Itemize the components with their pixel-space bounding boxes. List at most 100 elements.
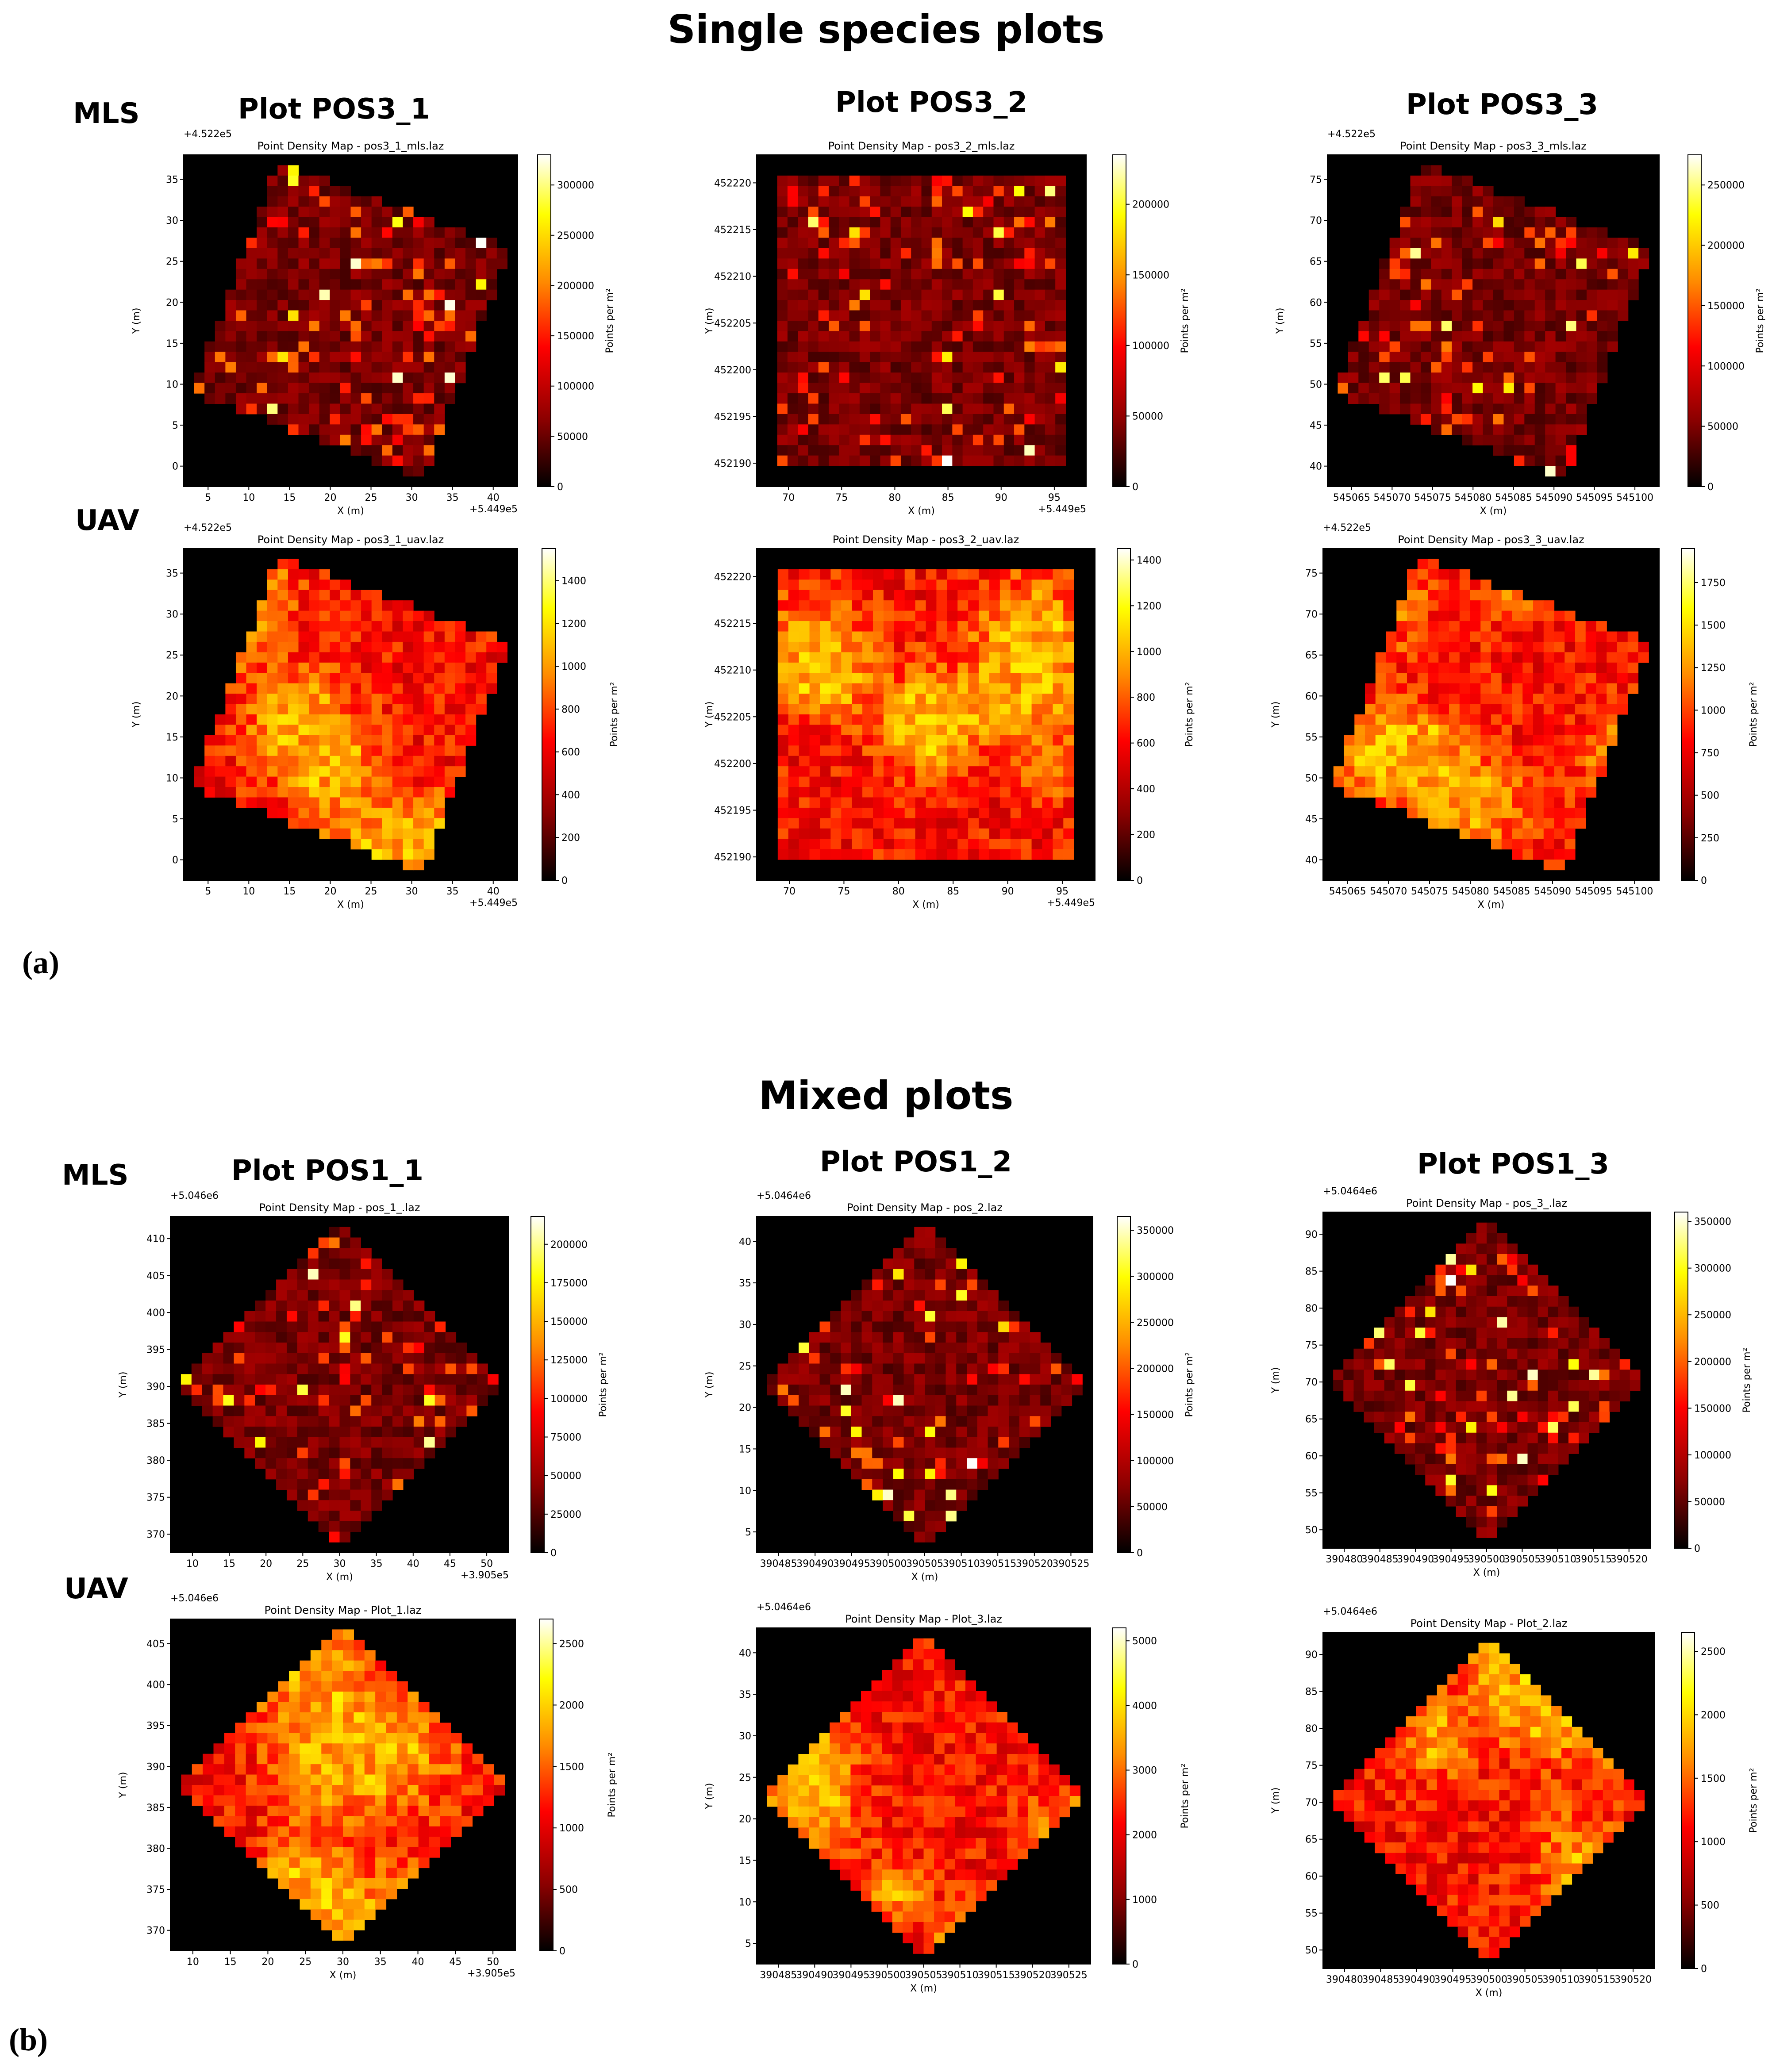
heatmap-cell bbox=[979, 610, 990, 622]
heatmap-cell bbox=[1053, 714, 1064, 725]
heatmap-cell bbox=[893, 1374, 904, 1385]
heatmap-cell bbox=[883, 673, 895, 684]
heatmap-cell bbox=[989, 590, 1000, 601]
heatmap-cell bbox=[809, 725, 821, 736]
heatmap-cell bbox=[434, 1437, 446, 1448]
heatmap-cell bbox=[1575, 662, 1586, 673]
heatmap-cell bbox=[926, 839, 937, 850]
heatmap-cell bbox=[1522, 673, 1534, 684]
heatmap-cell bbox=[799, 745, 810, 756]
heatmap-cell bbox=[820, 787, 831, 798]
heatmap-cell bbox=[900, 362, 911, 373]
heatmap-cell bbox=[371, 393, 382, 404]
heatmap-cell bbox=[1576, 341, 1587, 352]
heatmap-cell bbox=[977, 1363, 988, 1374]
heatmap-cell bbox=[1493, 352, 1504, 363]
heatmap-cell bbox=[392, 362, 404, 373]
y-tick-label: 30 bbox=[166, 215, 178, 226]
heatmap-cell bbox=[1438, 725, 1449, 736]
heatmap-cell bbox=[257, 403, 268, 414]
heatmap-cell bbox=[1472, 321, 1484, 332]
heatmap-cell bbox=[225, 776, 236, 787]
heatmap-cell bbox=[1400, 258, 1411, 269]
heatmap-cell bbox=[799, 1405, 810, 1416]
heatmap-cell bbox=[1417, 641, 1429, 652]
heatmap-cell bbox=[1503, 393, 1514, 404]
heatmap-cell bbox=[1045, 258, 1056, 269]
heatmap-cell bbox=[288, 424, 299, 435]
heatmap-cell bbox=[1009, 1374, 1020, 1385]
heatmap-cell bbox=[862, 839, 873, 850]
heatmap-cell bbox=[413, 859, 424, 871]
heatmap-cell bbox=[931, 196, 942, 207]
heatmap-cell bbox=[1585, 704, 1597, 715]
heatmap-cell bbox=[445, 1385, 457, 1396]
heatmap-cell bbox=[413, 227, 424, 238]
heatmap-cell bbox=[890, 186, 901, 197]
heatmap-cell bbox=[983, 227, 994, 238]
heatmap-cell bbox=[841, 1353, 852, 1364]
heatmap-cell bbox=[988, 1395, 999, 1406]
colorbar-tick-label: 300000 bbox=[557, 180, 594, 191]
heatmap-cell bbox=[914, 1279, 925, 1290]
heatmap-cell bbox=[382, 1311, 393, 1322]
heatmap-cell bbox=[298, 621, 309, 632]
heatmap-cell bbox=[1031, 652, 1043, 663]
heatmap-cell bbox=[246, 683, 257, 694]
heatmap-cell bbox=[392, 1363, 404, 1374]
heatmap-cell bbox=[444, 714, 456, 725]
heatmap-cell bbox=[993, 424, 1004, 435]
heatmap-cell bbox=[968, 818, 979, 829]
heatmap-cell bbox=[246, 673, 257, 684]
heatmap-cell bbox=[413, 704, 424, 715]
x-tick-label: 90 bbox=[1002, 886, 1014, 897]
heatmap-cell bbox=[330, 310, 341, 321]
heatmap-cell bbox=[413, 735, 424, 746]
heatmap-cell bbox=[330, 828, 341, 839]
heatmap-cell bbox=[777, 579, 789, 591]
heatmap-cell bbox=[445, 1353, 457, 1364]
heatmap-panel: Point Density Map - pos3_1_mls.laz 5 10 15 2… bbox=[126, 124, 626, 531]
heatmap-cell bbox=[1365, 704, 1376, 715]
y-tick-label: 60 bbox=[1310, 297, 1322, 308]
heatmap-cell bbox=[957, 745, 969, 756]
heatmap-cell bbox=[1438, 600, 1449, 611]
heatmap-cell bbox=[880, 186, 891, 197]
heatmap-cell bbox=[989, 725, 1000, 736]
heatmap-cell bbox=[809, 704, 821, 715]
heatmap-cell bbox=[942, 445, 953, 456]
heatmap-cell bbox=[371, 279, 382, 290]
heatmap-cell bbox=[1480, 673, 1491, 684]
heatmap-cell bbox=[1543, 610, 1555, 622]
heatmap-cell bbox=[413, 683, 424, 694]
heatmap-cell bbox=[828, 352, 839, 363]
heatmap-cell bbox=[1627, 641, 1639, 652]
heatmap-cell bbox=[979, 621, 990, 632]
heatmap-cell bbox=[403, 217, 414, 228]
heatmap-cell bbox=[1042, 725, 1053, 736]
heatmap-cell bbox=[957, 610, 969, 622]
heatmap-cell bbox=[809, 673, 821, 684]
colorbar-tick-label: 0 bbox=[550, 1548, 557, 1559]
heatmap-cell bbox=[883, 839, 895, 850]
heatmap-cell bbox=[1389, 403, 1400, 414]
heatmap-cell bbox=[1470, 641, 1481, 652]
heatmap-cell bbox=[904, 828, 916, 839]
heatmap-cell bbox=[329, 1395, 340, 1406]
heatmap-cell bbox=[319, 372, 330, 384]
heatmap-cell bbox=[1396, 725, 1407, 736]
heatmap-cell bbox=[1396, 787, 1407, 798]
heatmap-cell bbox=[921, 434, 932, 445]
heatmap-cell bbox=[434, 403, 445, 414]
heatmap-cell bbox=[267, 393, 278, 404]
plot-frame bbox=[183, 154, 518, 487]
heatmap-cell bbox=[1428, 694, 1439, 705]
heatmap-cell bbox=[361, 372, 372, 384]
heatmap-cell bbox=[1410, 186, 1421, 197]
heatmap-cell bbox=[1564, 766, 1576, 777]
heatmap-cell bbox=[267, 621, 278, 632]
heatmap-cell bbox=[862, 662, 873, 673]
heatmap-cell bbox=[1493, 393, 1504, 404]
heatmap-cell bbox=[350, 828, 361, 839]
heatmap-cell bbox=[382, 352, 393, 363]
